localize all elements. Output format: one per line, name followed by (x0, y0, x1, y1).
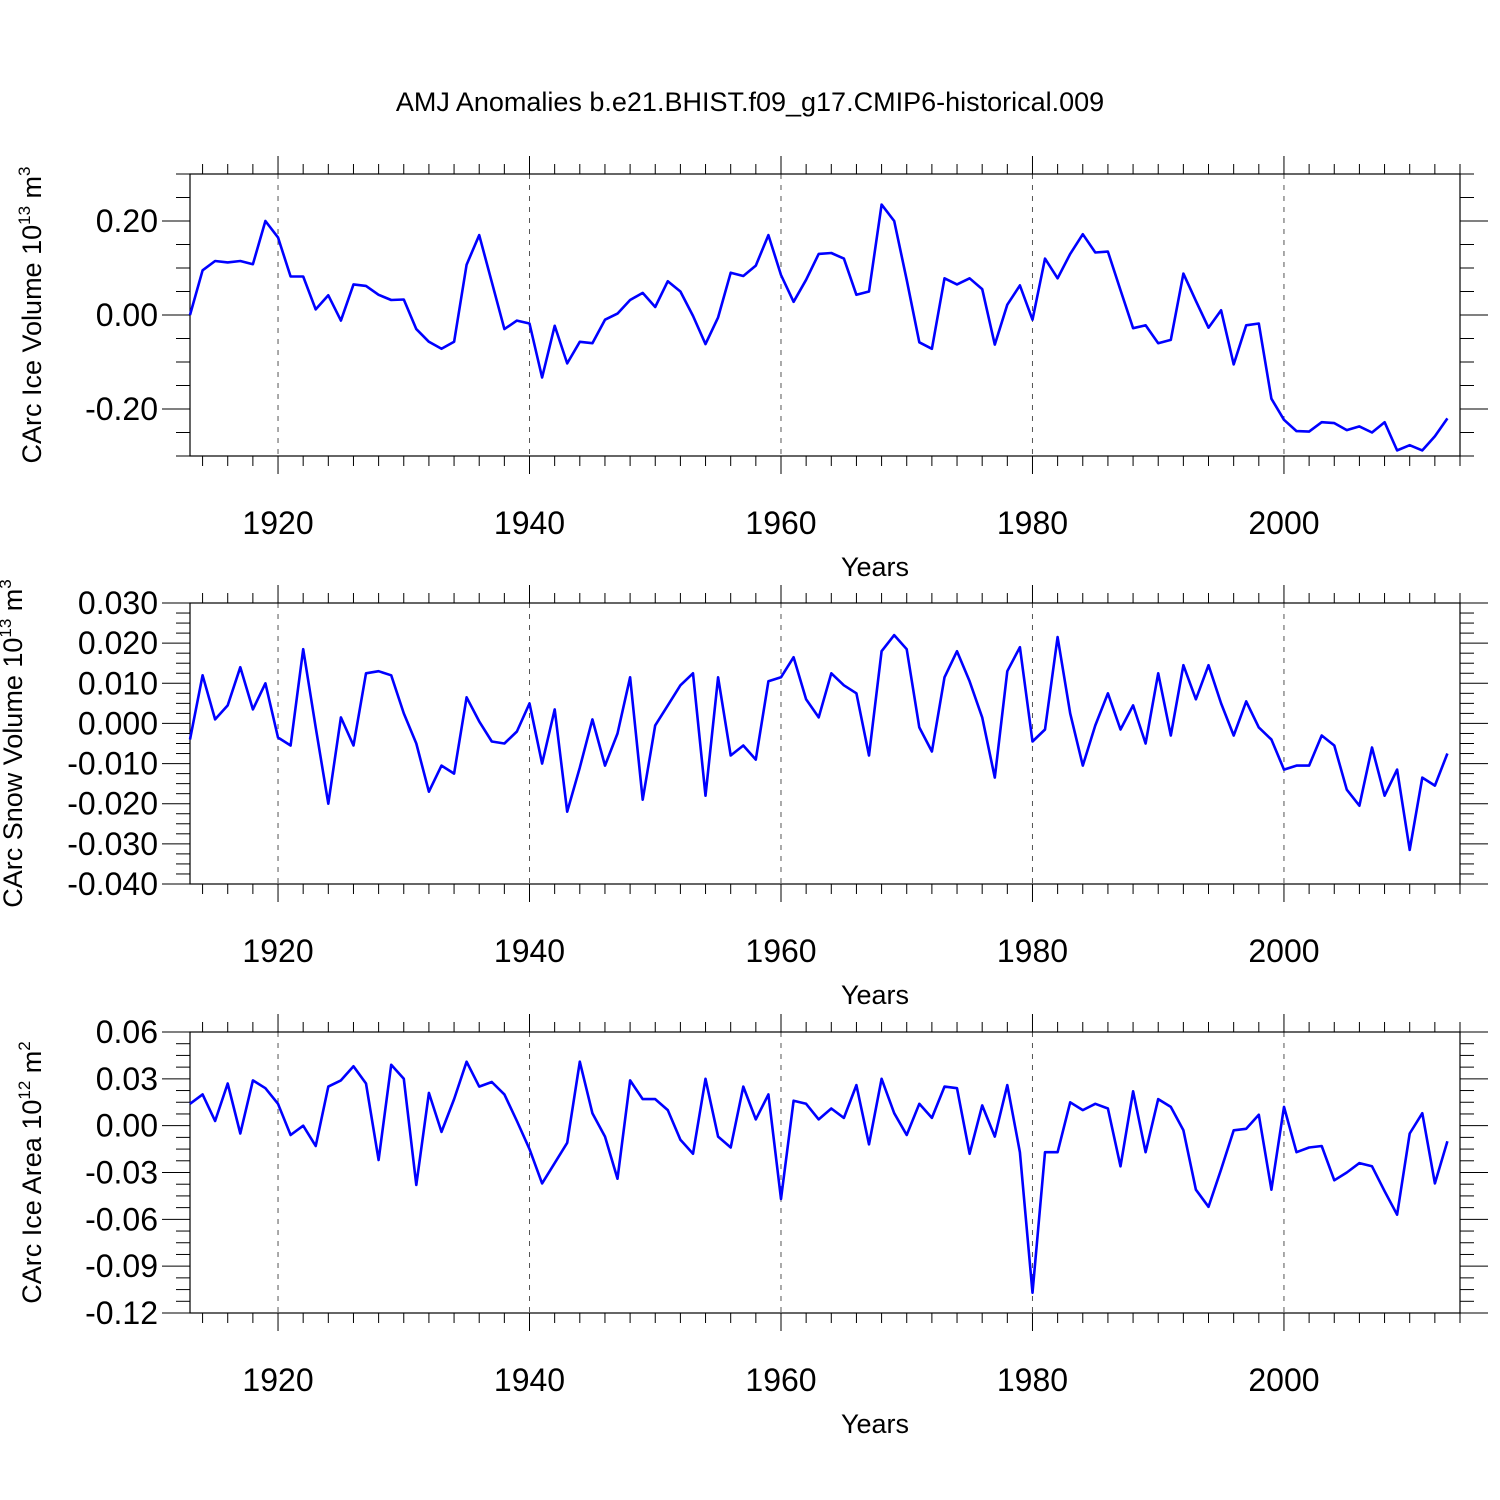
plot-frame (189, 602, 1461, 885)
series-line (188, 203, 1449, 452)
y-tick-label: -0.06 (85, 1201, 158, 1237)
x-tick-label: 1940 (494, 505, 565, 541)
y-tick-label: 0.020 (78, 625, 158, 661)
x-tick-label: 1940 (494, 933, 565, 969)
x-tick-label: 1960 (745, 505, 816, 541)
x-tick-label: 1940 (494, 1362, 565, 1398)
y-axis-label: CArc Ice Area 1012 m2 (15, 1041, 47, 1304)
y-tick-label: -0.03 (85, 1155, 158, 1191)
x-tick-label: 1980 (997, 1362, 1068, 1398)
x-tick-label: 2000 (1248, 1362, 1319, 1398)
x-axis-label: Years (841, 1409, 909, 1439)
y-tick-label: -0.020 (67, 786, 158, 822)
x-tick-label: 1960 (745, 933, 816, 969)
y-axis-label: CArc Ice Volume 1013 m3 (15, 166, 47, 463)
x-tick-label: 1920 (242, 1362, 313, 1398)
panel-3: -0.12 -0.09 -0.06 -0.03 0.00 0.03 0.06 1920 1940… (15, 1014, 1488, 1439)
y-tick-label: 0.00 (96, 297, 158, 333)
panel-2: -0.040 -0.030 -0.020 -0.010 0.000 0.010 0.020 0… (0, 579, 1488, 1010)
x-tick-label: 1960 (745, 1362, 816, 1398)
x-tick-label: 1980 (997, 933, 1068, 969)
y-tick-label: -0.030 (67, 826, 158, 862)
y-tick-label: 0.010 (78, 665, 158, 701)
x-axis-label: Years (841, 980, 909, 1010)
series-line (188, 633, 1449, 852)
y-tick-label: 0.00 (96, 1108, 158, 1144)
chart-title: AMJ Anomalies b.e21.BHIST.f09_g17.CMIP6-… (396, 87, 1104, 117)
y-tick-label: 0.20 (96, 203, 158, 239)
x-tick-label: 2000 (1248, 505, 1319, 541)
y-tick-label: -0.12 (85, 1295, 158, 1331)
y-axis-label: CArc Snow Volume 1013 m3 (0, 579, 28, 908)
series-line (189, 1060, 1449, 1294)
y-tick-label: 0.06 (96, 1014, 158, 1050)
x-axis-label: Years (841, 552, 909, 582)
y-tick-label: 0.030 (78, 585, 158, 621)
x-tick-label: 2000 (1248, 933, 1319, 969)
y-tick-label: -0.09 (85, 1248, 158, 1284)
y-tick-label: 0.000 (78, 705, 158, 741)
y-tick-label: -0.20 (85, 391, 158, 427)
x-tick-label: 1920 (242, 505, 313, 541)
y-tick-label: -0.010 (67, 746, 158, 782)
panel-1: -0.20 0.00 0.20 1920 1940 1960 1980 2000 Years CA… (15, 156, 1488, 582)
x-tick-label: 1920 (242, 933, 313, 969)
y-tick-label: 0.03 (96, 1061, 158, 1097)
x-tick-label: 1980 (997, 505, 1068, 541)
plot-frame (189, 173, 1461, 457)
y-tick-label: -0.040 (67, 866, 158, 902)
